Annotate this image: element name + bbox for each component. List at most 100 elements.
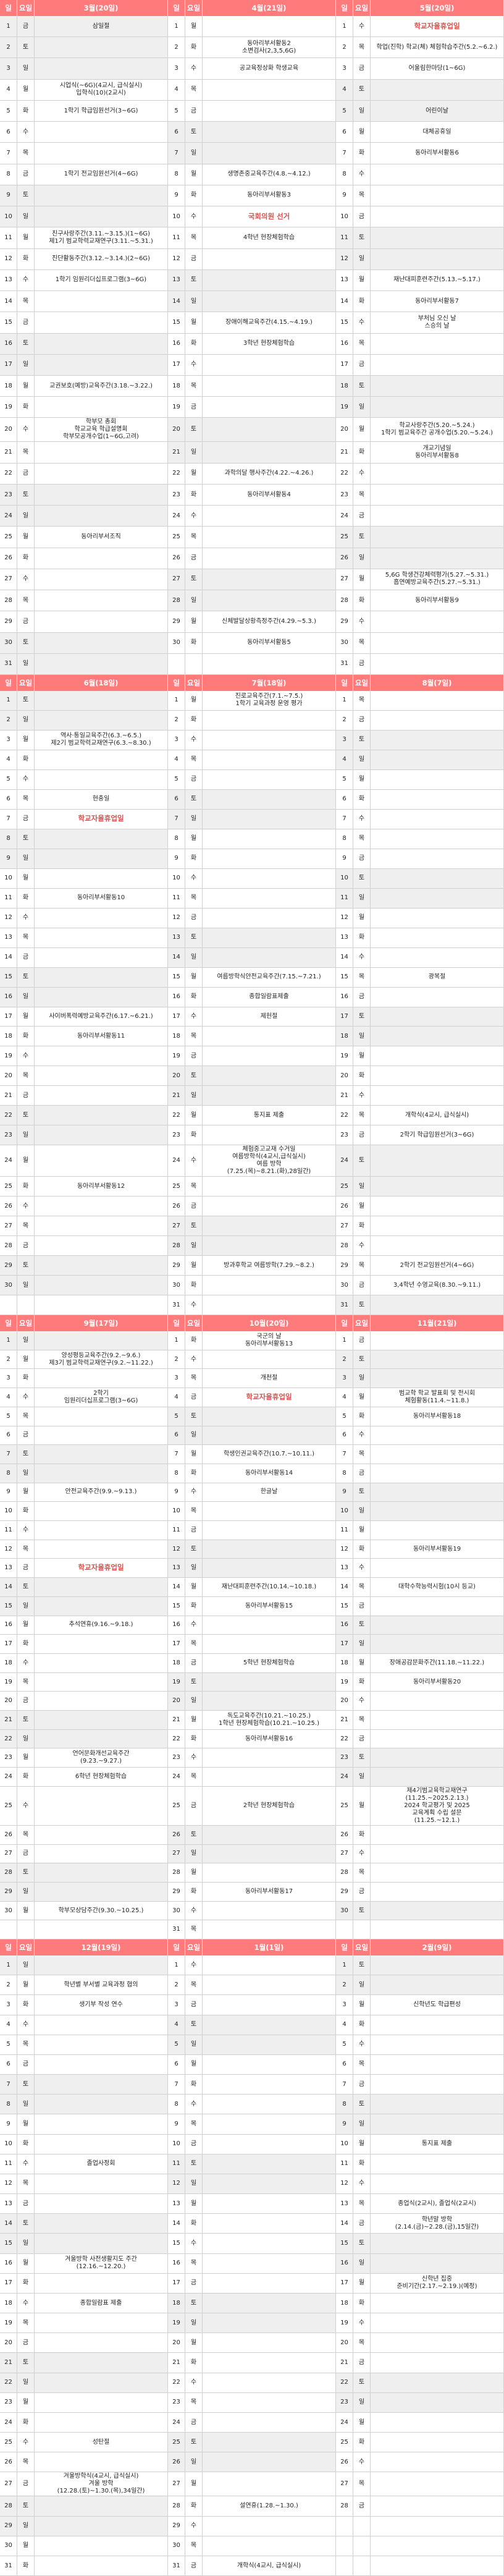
- event-cell: 어린이날: [371, 100, 504, 122]
- table-row: 28 토 28 월 28 목: [0, 1863, 504, 1883]
- event-cell: 체험중고교재 수거일 여름방학식(4교시,급식실시) 여름 방학 (7.25.(…: [203, 1145, 336, 1177]
- event-cell: [203, 2015, 336, 2035]
- day-number: 17: [0, 2273, 17, 2293]
- month-title: 1월(1일): [203, 1939, 336, 1955]
- day-number: 19: [168, 2313, 185, 2333]
- event-cell: [35, 206, 168, 227]
- event-cell: 재난대피훈련주간(10.14.~10.18.): [203, 1578, 336, 1596]
- day-number: 6: [0, 1426, 17, 1445]
- day-number: 9: [0, 2114, 17, 2134]
- weekday: 일: [185, 1559, 203, 1578]
- event-cell: [35, 2496, 168, 2516]
- weekday: 수: [17, 1521, 35, 1540]
- header-day: 일: [336, 0, 353, 16]
- day-number: 1: [0, 691, 17, 710]
- event-cell: [203, 354, 336, 375]
- weekday: 화: [185, 37, 203, 58]
- day-number: 3: [168, 730, 185, 750]
- weekday: 금: [17, 463, 35, 484]
- table-row: 28 토 28 화 설연휴(1.28.~1.30.) 28 금: [0, 2496, 504, 2517]
- event-cell: [35, 1882, 168, 1901]
- table-row: 31 수 31 토: [0, 1295, 504, 1316]
- day-number: 17: [336, 2273, 353, 2293]
- day-number: 27: [168, 1216, 185, 1236]
- event-cell: [371, 375, 504, 397]
- day-number: 24: [168, 1768, 185, 1786]
- event-text: 겨울방학 사전생활지도 주간 (12.16.~12.20.): [65, 2256, 137, 2271]
- day-number: 25: [336, 1786, 353, 1825]
- event-cell: 삼일절: [35, 16, 168, 37]
- event-cell: 동아리부서활동9: [371, 590, 504, 611]
- day-number: 8: [336, 164, 353, 185]
- day-number: 11: [336, 1521, 353, 1540]
- event-cell: [203, 1559, 336, 1578]
- weekday: 화: [17, 2134, 35, 2154]
- table-row: 10 화 10 금 10 월 통지표 제출: [0, 2134, 504, 2154]
- weekday: 화: [353, 2154, 371, 2174]
- day-number: 16: [336, 1616, 353, 1635]
- weekday: 일: [17, 653, 35, 675]
- event-text: 생명존중교육주간(4.8.~4.12.): [227, 171, 311, 178]
- table-row: 7 금 학교자율휴업일 7 일 7 수: [0, 809, 504, 829]
- day-number: 12: [0, 1540, 17, 1559]
- event-cell: [203, 1616, 336, 1635]
- event-text: 개천절: [260, 1375, 278, 1382]
- day-number: 4: [0, 79, 17, 100]
- weekday: 일: [353, 750, 371, 769]
- weekday: 월: [353, 569, 371, 590]
- weekday: 수: [353, 312, 371, 333]
- event-cell: [35, 548, 168, 569]
- event-cell: [203, 16, 336, 37]
- weekday: 화: [353, 2293, 371, 2313]
- table-row: 29 일 29 화 동아리부서활동17 29 금: [0, 1882, 504, 1902]
- weekday: 월: [353, 1995, 371, 2015]
- day-number: [336, 2536, 353, 2556]
- day-number: 10: [168, 1502, 185, 1521]
- table-row: 13 금 학교자율휴업일 13 일 13 수: [0, 1559, 504, 1578]
- event-text: 안전교육주간(9.9.~9.13.): [65, 1488, 137, 1496]
- day-number: 4: [168, 79, 185, 100]
- weekday: 일: [185, 590, 203, 611]
- weekday: 목: [353, 1445, 371, 1464]
- event-text: 양성평등교육주간(9.2.~9.6.) 제3기 범교학력교재연구(9.2.~11…: [49, 1352, 153, 1366]
- event-cell: [35, 1863, 168, 1882]
- event-cell: [371, 1768, 504, 1786]
- weekday: 월: [185, 1445, 203, 1464]
- event-cell: [35, 2536, 168, 2556]
- weekday: 월: [17, 2253, 35, 2273]
- weekday: 수: [353, 2174, 371, 2194]
- event-cell: 방과후학교 여름방학(7.29.~8.2.): [203, 1256, 336, 1276]
- event-cell: [203, 2174, 336, 2194]
- day-number: 18: [0, 1653, 17, 1672]
- day-number: 7: [0, 143, 17, 164]
- event-cell: [371, 1844, 504, 1863]
- day-number: 11: [168, 227, 185, 248]
- event-cell: [203, 1177, 336, 1197]
- day-number: 14: [168, 1578, 185, 1596]
- day-number: 23: [336, 1748, 353, 1768]
- weekday: 월: [185, 312, 203, 333]
- event-cell: [203, 2194, 336, 2214]
- weekday: 일: [17, 1596, 35, 1616]
- event-cell: [371, 2516, 504, 2536]
- table-row: 12 목 12 토 12 화 동아리부서활동19: [0, 1540, 504, 1559]
- event-cell: [371, 2452, 504, 2472]
- weekday: 토: [353, 1145, 371, 1177]
- month-title: 8월(7일): [371, 675, 504, 691]
- day-number: 13: [336, 2194, 353, 2214]
- day-number: 29: [0, 2516, 17, 2536]
- event-text: 동아리부서활동9: [415, 596, 459, 604]
- event-cell: [371, 2313, 504, 2333]
- day-number: 8: [168, 1464, 185, 1483]
- header-day: 일: [168, 1315, 185, 1331]
- event-cell: [203, 2333, 336, 2353]
- header-weekday: 요일: [185, 0, 203, 16]
- event-cell: [35, 1653, 168, 1672]
- event-cell: [35, 710, 168, 730]
- table-row: 10 일 10 수 국회의원 선거 10 금: [0, 206, 504, 228]
- day-number: 27: [0, 2472, 17, 2496]
- table-row: 1 일 1 화 국군의 날 동아리부서활동13 1 금: [0, 1331, 504, 1350]
- event-cell: 통지표 제출: [371, 2134, 504, 2154]
